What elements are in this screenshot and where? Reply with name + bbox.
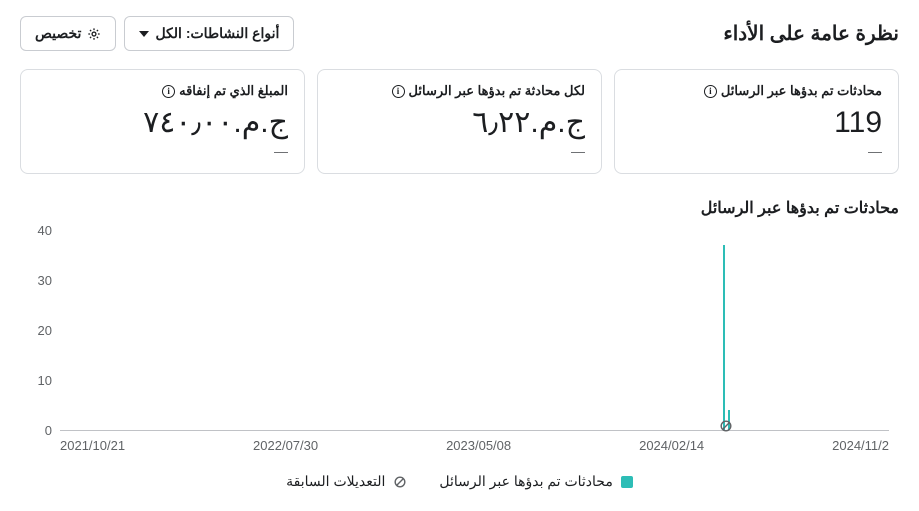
x-tick-label: 2023/05/08 (446, 438, 511, 453)
gear-icon (87, 27, 101, 41)
x-tick-label: 2024/11/2 (832, 438, 889, 453)
metric-value: 119 (631, 105, 882, 141)
gridline (60, 430, 889, 431)
info-icon[interactable] (162, 85, 175, 98)
metric-value: ج.م.‏٦٫٢٢ (334, 105, 585, 141)
y-tick-label: 40 (38, 223, 52, 238)
x-axis: 2021/10/21 2022/07/30 2023/05/08 2024/02/14… (60, 438, 889, 453)
metric-label: محادثات تم بدؤها عبر الرسائل (704, 83, 882, 99)
metric-label: المبلغ الذي تم إنفاقه (162, 83, 288, 99)
metric-sub: — (631, 143, 882, 159)
legend-series: محادثات تم بدؤها عبر الرسائل (439, 473, 632, 490)
metric-card-spent[interactable]: المبلغ الذي تم إنفاقه ج.م.‏٧٤٠٫٠٠ — (20, 69, 305, 174)
legend-edits-label: التعديلات السابقة (286, 473, 385, 490)
header-controls: أنواع النشاطات: الكل تخصيص (20, 16, 294, 51)
plot-area (60, 230, 889, 430)
customize-label: تخصيص (35, 25, 81, 42)
metric-card-cost-per[interactable]: لكل محادثة تم بدؤها عبر الرسائل ج.م.‏٦٫٢… (317, 69, 602, 174)
metric-cards: محادثات تم بدؤها عبر الرسائل 119 — لكل م… (20, 69, 899, 174)
chevron-down-icon (139, 31, 149, 37)
customize-button[interactable]: تخصيص (20, 16, 116, 51)
legend-swatch-icon (621, 476, 633, 488)
y-tick-label: 0 (45, 423, 52, 438)
legend-series-label: محادثات تم بدؤها عبر الرسائل (439, 473, 612, 490)
info-icon[interactable] (704, 85, 717, 98)
x-tick-label: 2022/07/30 (253, 438, 318, 453)
y-tick-label: 20 (38, 323, 52, 338)
legend-edits: التعديلات السابقة (286, 473, 407, 490)
x-tick-label: 2021/10/21 (60, 438, 125, 453)
chart-title: محادثات تم بدؤها عبر الرسائل (20, 198, 899, 218)
y-tick-label: 10 (38, 373, 52, 388)
chart-plot: 010203040 (60, 230, 889, 430)
y-tick-label: 30 (38, 273, 52, 288)
x-tick-label: 2024/02/14 (639, 438, 704, 453)
chart-section: محادثات تم بدؤها عبر الرسائل 010203040 2… (20, 198, 899, 490)
header-row: نظرة عامة على الأداء أنواع النشاطات: الك… (20, 16, 899, 51)
metric-card-conversations[interactable]: محادثات تم بدؤها عبر الرسائل 119 — (614, 69, 899, 174)
edits-marker-icon (719, 419, 733, 433)
activity-types-dropdown[interactable]: أنواع النشاطات: الكل (124, 16, 294, 51)
chart-spike (723, 245, 725, 430)
edits-marker-icon (393, 475, 407, 489)
metric-sub: — (334, 143, 585, 159)
chart-legend: محادثات تم بدؤها عبر الرسائل التعديلات ا… (20, 473, 899, 490)
page-title: نظرة عامة على الأداء (723, 21, 899, 46)
info-icon[interactable] (392, 85, 405, 98)
metric-label: لكل محادثة تم بدؤها عبر الرسائل (392, 83, 585, 99)
activity-dropdown-label: أنواع النشاطات: الكل (155, 25, 279, 42)
metric-value: ج.م.‏٧٤٠٫٠٠ (37, 105, 288, 141)
metric-sub: — (37, 143, 288, 159)
